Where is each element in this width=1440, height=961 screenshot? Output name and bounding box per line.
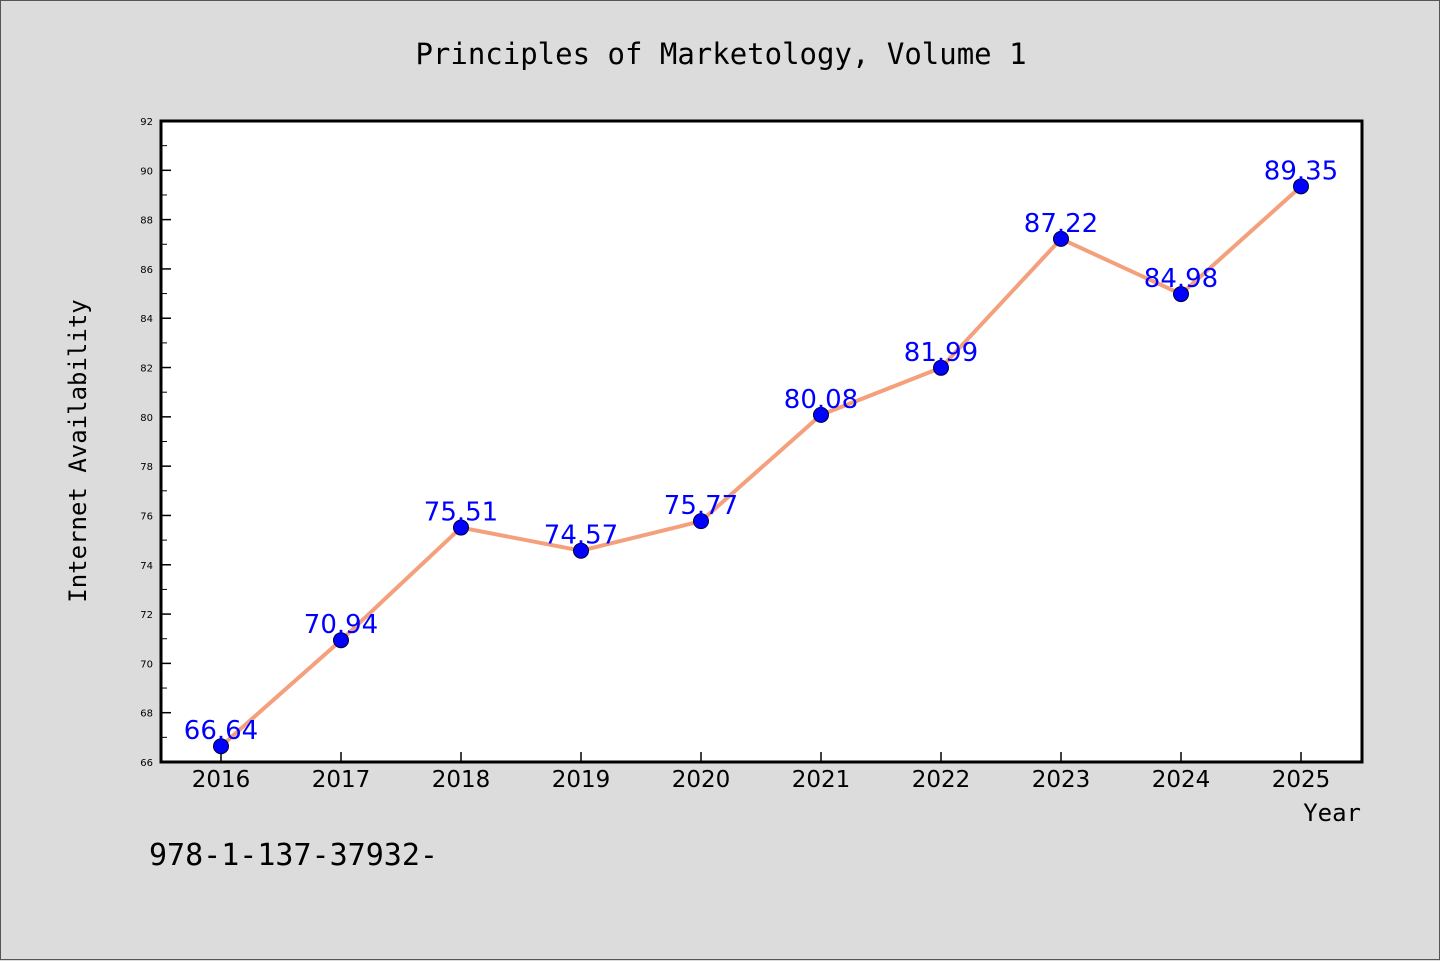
data-label: 70.94 — [304, 610, 378, 640]
y-tick-label: 76 — [140, 511, 153, 522]
data-point — [693, 513, 709, 530]
y-tick-label: 84 — [140, 314, 153, 325]
data-label: 75.77 — [664, 491, 738, 521]
series-line — [219, 184, 1303, 748]
x-axis: 2016 2017 2018 2019 2020 2021 2022 2023 2024 2025 — [192, 752, 1331, 793]
x-tick-label: 2017 — [312, 767, 371, 793]
data-point — [933, 359, 949, 376]
y-tick-label: 72 — [140, 610, 153, 621]
y-axis-label: Internet Availability — [64, 299, 92, 602]
x-tick-label: 2024 — [1152, 767, 1211, 793]
y-tick-label: 86 — [140, 265, 153, 276]
x-tick-label: 2016 — [192, 767, 251, 793]
x-tick-label: 2018 — [432, 767, 491, 793]
data-labels: 66.64 70.94 75.51 74.57 75.77 80.08 81.99 87.22… — [184, 156, 1338, 746]
data-label: 87.22 — [1024, 209, 1098, 239]
y-tick-label: 70 — [140, 659, 153, 670]
x-tick-label: 2020 — [672, 767, 731, 793]
x-axis-label: Year — [1303, 799, 1361, 827]
data-point — [453, 519, 469, 536]
data-label: 89.35 — [1264, 156, 1338, 186]
y-tick-label: 68 — [140, 709, 153, 720]
y-tick-label: 88 — [140, 216, 153, 227]
data-label: 81.99 — [904, 338, 978, 368]
plot-area — [159, 119, 1364, 764]
y-tick-label: 66 — [140, 758, 153, 769]
x-tick-label: 2022 — [912, 767, 971, 793]
y-axis: 66 68 70 72 74 76 78 80 82 84 86 88 90 92 — [140, 117, 171, 769]
data-label: 75.51 — [424, 498, 498, 528]
data-markers — [213, 178, 1309, 755]
y-tick-label: 74 — [140, 561, 153, 572]
data-point — [573, 542, 589, 559]
data-point — [1053, 230, 1069, 247]
x-tick-label: 2025 — [1272, 767, 1331, 793]
data-point — [333, 632, 349, 649]
y-tick-label: 92 — [140, 117, 153, 128]
data-point — [813, 406, 829, 423]
data-label: 80.08 — [784, 385, 858, 415]
data-point — [1173, 286, 1189, 303]
x-tick-label: 2023 — [1032, 767, 1091, 793]
data-point — [1293, 178, 1309, 195]
y-tick-label: 78 — [140, 462, 153, 473]
y-tick-label: 90 — [140, 166, 153, 177]
data-label: 66.64 — [184, 716, 258, 746]
footer-isbn: 978-1-137-37932- — [149, 838, 438, 873]
x-tick-label: 2019 — [552, 767, 611, 793]
data-label: 84.98 — [1144, 264, 1218, 294]
y-tick-label: 80 — [140, 413, 153, 424]
data-label: 74.57 — [544, 521, 618, 551]
chart-title: Principles of Marketology, Volume 1 — [415, 37, 1026, 71]
data-point — [213, 738, 229, 755]
y-tick-label: 82 — [140, 364, 153, 375]
x-tick-label: 2021 — [792, 767, 851, 793]
